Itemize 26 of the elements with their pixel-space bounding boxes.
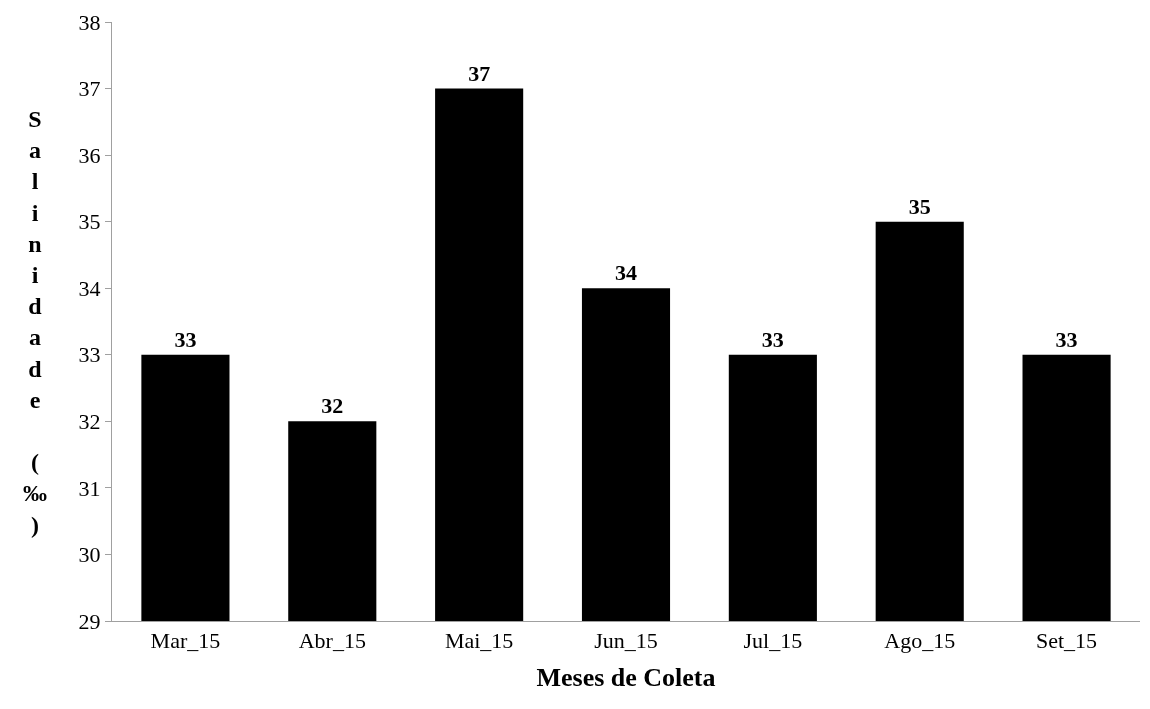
x-tick-label: Mar_15 [150, 628, 221, 654]
data-label: 34 [615, 260, 637, 286]
y-tick-label: 38 [78, 9, 101, 35]
x-tick-label: Set_15 [1036, 628, 1098, 654]
text: Salinidade (‰) [23, 106, 47, 538]
x-tick-label: Mai_15 [444, 628, 514, 654]
data-label: 37 [468, 60, 491, 86]
x-tick-label: Jul_15 [743, 628, 803, 654]
y-tick-label: 35 [78, 209, 101, 235]
y-tick-label: 33 [78, 342, 101, 368]
y-tick-label: 30 [78, 542, 101, 568]
x-tick-label: Abr_15 [298, 628, 366, 654]
y-tick-label: 29 [78, 608, 101, 634]
y-tick-label: 34 [78, 275, 101, 301]
x-tick-label: Jun_15 [594, 628, 658, 654]
data-label: 33 [761, 326, 784, 352]
x-axis-title: Meses de Coleta [536, 663, 716, 693]
data-label: 35 [908, 193, 931, 219]
y-tick-label: 31 [78, 475, 101, 501]
y-tick-label: 37 [78, 76, 101, 102]
y-tick-label: 36 [78, 142, 101, 168]
data-label: 32 [321, 393, 344, 419]
data-label: 33 [1055, 326, 1078, 352]
data-label: 33 [174, 326, 197, 352]
y-tick-label: 32 [78, 409, 101, 435]
x-tick-label: Ago_15 [884, 628, 956, 654]
